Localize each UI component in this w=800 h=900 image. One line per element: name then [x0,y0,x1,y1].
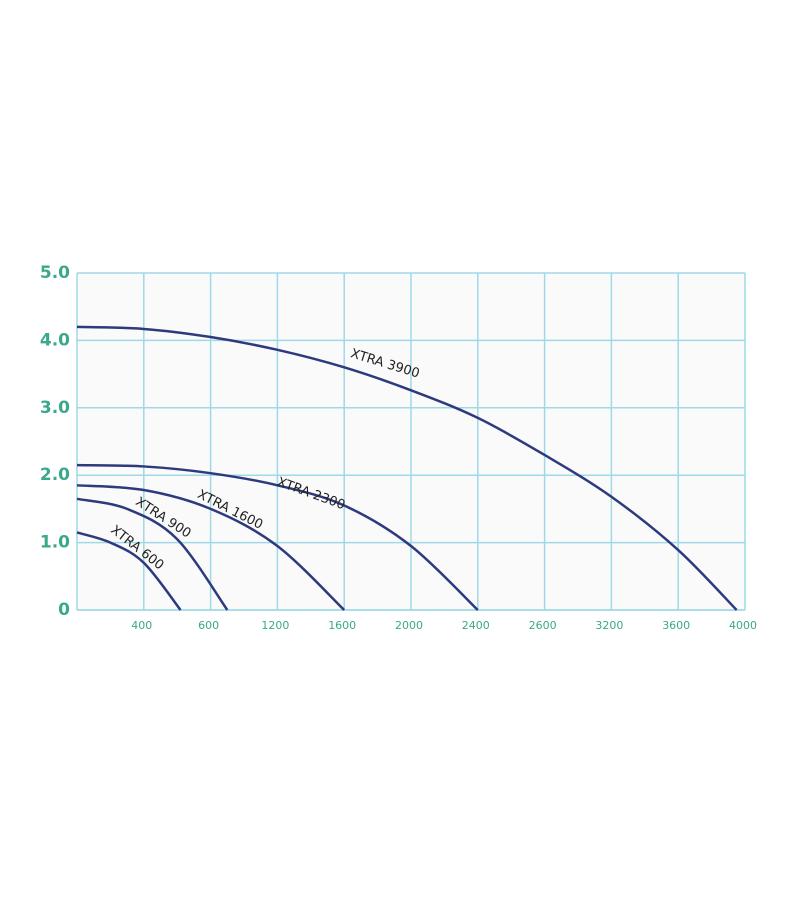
curve [76,325,738,611]
curve [76,497,229,611]
x-tick-label: 400 [131,619,152,632]
x-tick-label: 600 [198,619,219,632]
x-tick-label: 3600 [662,619,690,632]
y-tick-label: 5.0 [40,263,70,283]
y-tick-label: 2.0 [40,465,70,485]
x-tick-label: 2400 [462,619,490,632]
y-tick-label: 4.0 [40,330,70,350]
x-tick-label: 1200 [261,619,289,632]
x-tick-label: 1600 [328,619,356,632]
curve [76,531,182,611]
curve [76,463,479,611]
x-tick-label: 4000 [729,619,757,632]
x-tick-label: 2000 [395,619,423,632]
curve [76,484,346,611]
x-tick-label: 2600 [529,619,557,632]
y-tick-label: 3.0 [40,398,70,418]
y-tick-label: 0 [58,600,70,620]
y-tick-label: 1.0 [40,533,70,553]
x-tick-label: 3200 [595,619,623,632]
